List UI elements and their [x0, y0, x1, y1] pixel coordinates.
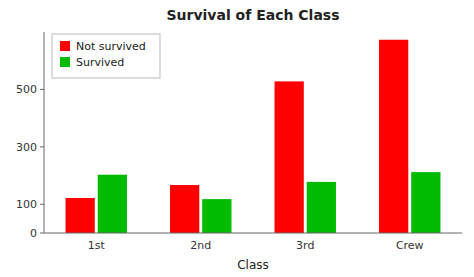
bar [379, 40, 408, 233]
y-tick [40, 146, 44, 147]
chart: Survival of Each Class 0 100 300 500 1st 2nd 3r… [0, 0, 474, 277]
x-tick-label: Crew [396, 239, 424, 252]
chart-container: Survival of Each Class 0 100 300 500 1st 2nd 3r… [0, 0, 474, 277]
y-tick [40, 233, 44, 234]
bars [66, 40, 441, 233]
y-tick-label: 100 [16, 198, 37, 211]
bar [98, 175, 127, 233]
bar [275, 81, 304, 233]
x-tick-label: 3rd [296, 239, 314, 252]
x-tick-label: 1st [88, 239, 106, 252]
legend-label: Survived [76, 56, 124, 69]
x-axis-label: Class [237, 258, 269, 272]
bar [66, 198, 95, 233]
bar [411, 172, 440, 233]
legend-swatch [60, 57, 70, 67]
legend-label: Not survived [76, 40, 146, 53]
y-tick-label: 500 [16, 83, 37, 96]
bar [307, 182, 336, 233]
y-tick [40, 204, 44, 205]
title: Survival of Each Class [166, 7, 339, 23]
legend-box [52, 34, 160, 78]
bar [170, 185, 199, 233]
legend: Not survived Survived [52, 34, 160, 78]
bar [202, 199, 231, 233]
y-tick-label: 300 [16, 141, 37, 154]
x-axis-line [44, 233, 462, 234]
y-axis-line [44, 32, 45, 233]
legend-swatch [60, 41, 70, 51]
y-tick-label: 0 [30, 227, 37, 240]
y-tick [40, 89, 44, 90]
x-tick-label: 2nd [190, 239, 211, 252]
